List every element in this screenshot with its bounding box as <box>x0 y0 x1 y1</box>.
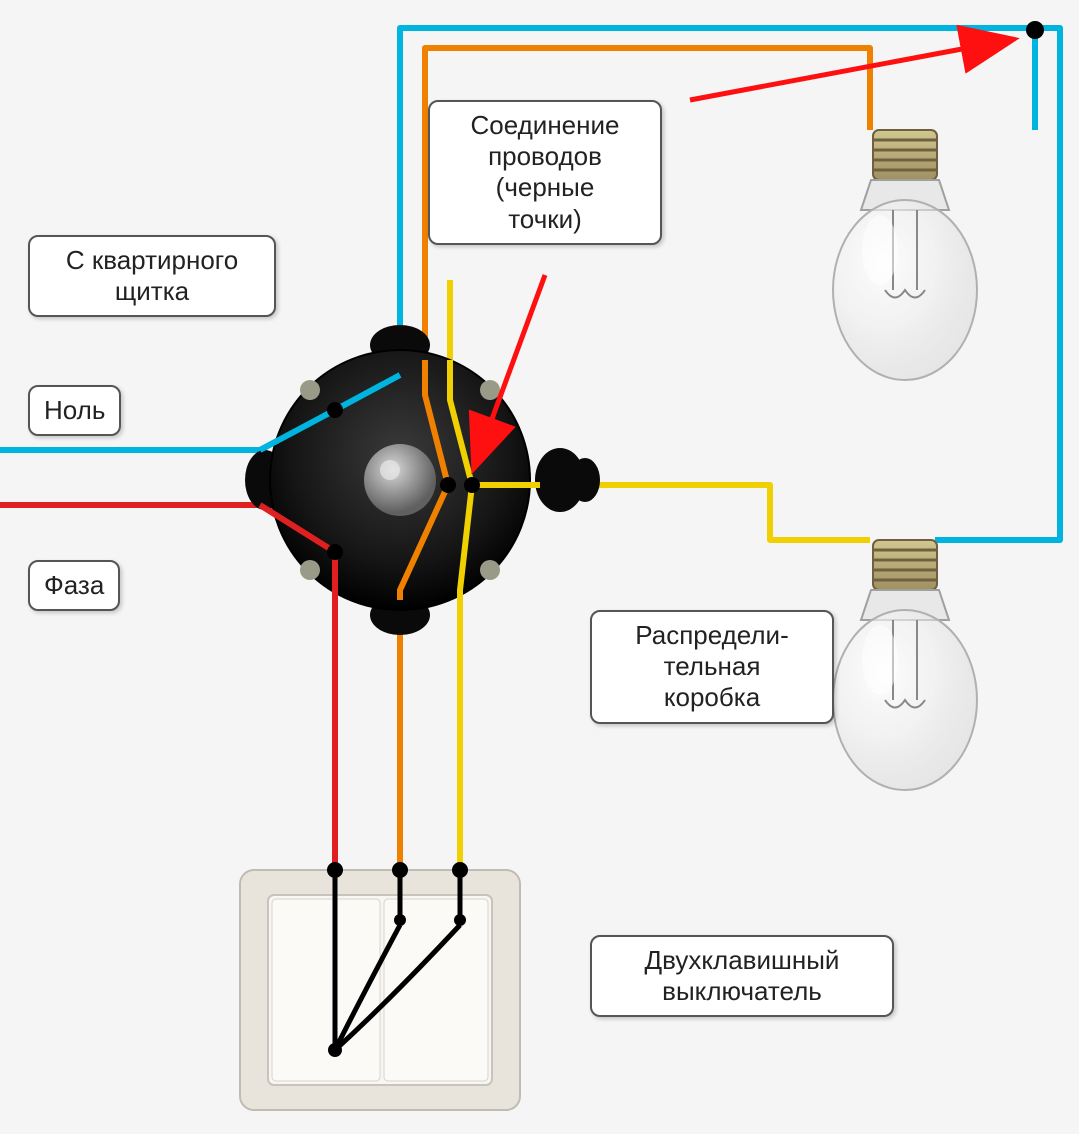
junction-dot <box>327 402 343 418</box>
label-connection: Соединениепроводов(черныеточки) <box>428 100 662 245</box>
label-text: Фаза <box>44 570 104 600</box>
bulb-2 <box>833 540 977 790</box>
junction-dot <box>327 544 343 560</box>
label-switch: Двухклавишныйвыключатель <box>590 935 894 1017</box>
arrow-to-top-dot <box>690 40 1010 100</box>
junction-box <box>245 325 600 635</box>
label-junction-box: Распредели-тельнаякоробка <box>590 610 834 724</box>
double-switch <box>240 862 520 1110</box>
label-text: С квартирногощитка <box>66 245 238 306</box>
junction-dot <box>464 477 480 493</box>
wire-switch2-yellow-branch <box>450 280 472 485</box>
arrow-to-box-dot <box>475 275 545 465</box>
label-neutral: Ноль <box>28 385 121 436</box>
label-from-panel: С квартирногощитка <box>28 235 276 317</box>
wiring-diagram: С квартирногощитка Ноль Фаза Соединениеп… <box>0 0 1079 1134</box>
label-text: Ноль <box>44 395 105 425</box>
label-text: Соединениепроводов(черныеточки) <box>471 110 620 234</box>
junction-dot <box>1026 21 1044 39</box>
label-text: Распредели-тельнаякоробка <box>635 620 789 712</box>
label-text: Двухклавишныйвыключатель <box>645 945 840 1006</box>
bulb-1 <box>833 130 977 380</box>
junction-dot <box>440 477 456 493</box>
label-phase: Фаза <box>28 560 120 611</box>
